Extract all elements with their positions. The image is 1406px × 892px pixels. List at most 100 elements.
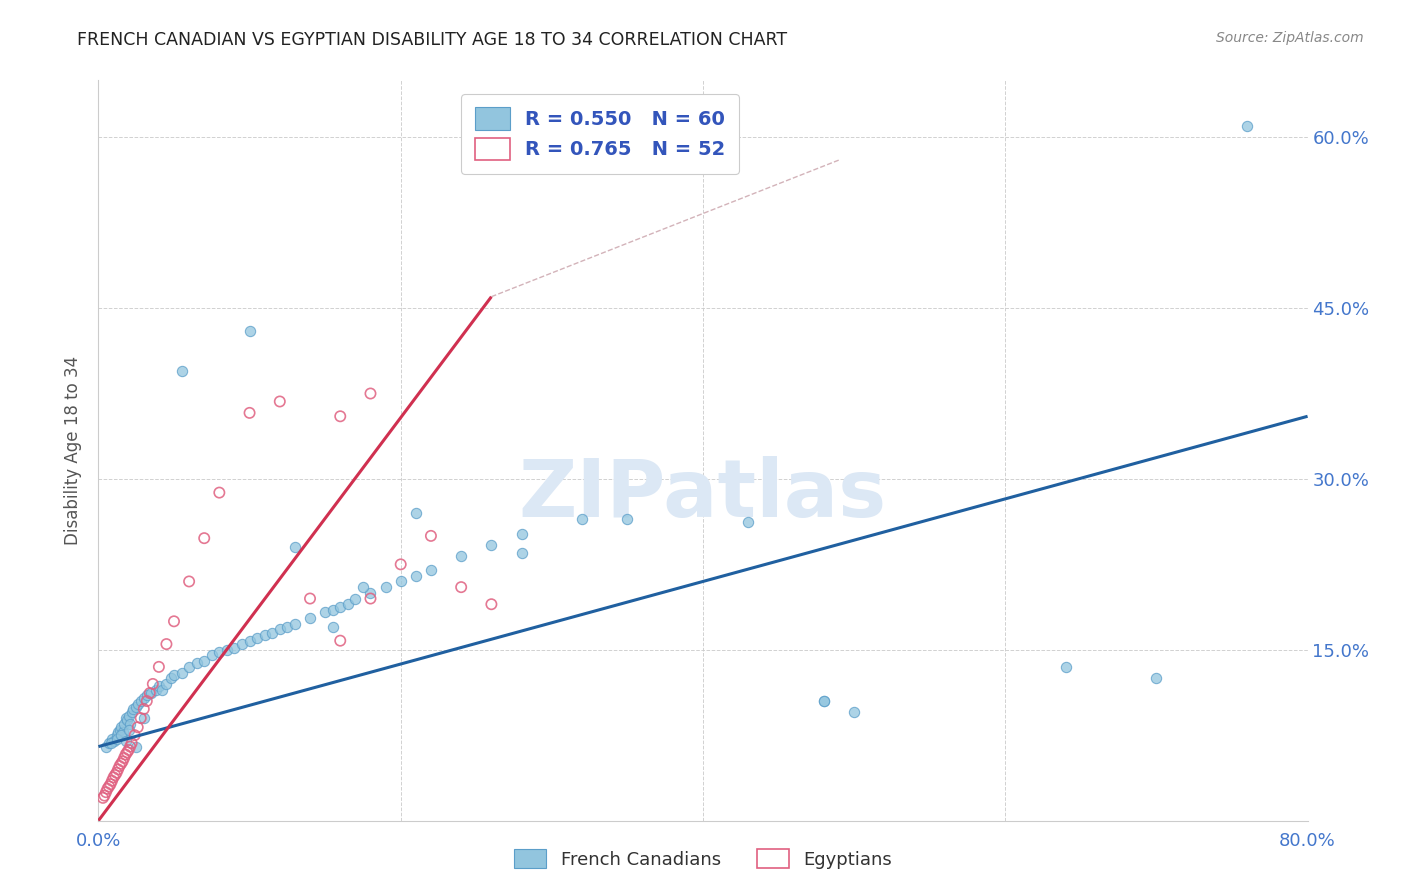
- Point: [100, 736, 122, 750]
- Point: [1144, 671, 1167, 685]
- Point: [118, 723, 141, 737]
- Point: [450, 580, 472, 594]
- Point: [148, 660, 170, 674]
- Point: [135, 694, 157, 708]
- Point: [114, 711, 136, 725]
- Point: [329, 409, 352, 424]
- Point: [132, 702, 155, 716]
- Point: [100, 777, 122, 791]
- Point: [420, 563, 443, 577]
- Point: [118, 743, 141, 757]
- Point: [284, 541, 307, 555]
- Point: [125, 699, 148, 714]
- Point: [105, 765, 128, 780]
- Point: [107, 724, 129, 739]
- Legend: R = 0.550   N = 60, R = 0.765   N = 52: R = 0.550 N = 60, R = 0.765 N = 52: [461, 94, 740, 174]
- Point: [110, 728, 132, 742]
- Point: [115, 745, 138, 759]
- Point: [98, 780, 121, 794]
- Point: [103, 770, 125, 784]
- Point: [420, 529, 443, 543]
- Point: [844, 706, 866, 720]
- Point: [344, 591, 367, 606]
- Point: [179, 660, 201, 674]
- Point: [93, 789, 115, 803]
- Point: [179, 574, 201, 589]
- Point: [336, 597, 359, 611]
- Point: [145, 682, 167, 697]
- Point: [110, 756, 132, 771]
- Point: [135, 689, 157, 703]
- Point: [107, 763, 129, 777]
- Point: [389, 574, 412, 589]
- Point: [110, 720, 132, 734]
- Point: [132, 711, 155, 725]
- Point: [239, 324, 262, 338]
- Point: [129, 694, 152, 708]
- Point: [112, 716, 135, 731]
- Point: [239, 633, 262, 648]
- Point: [510, 546, 533, 560]
- Point: [170, 364, 193, 378]
- Point: [141, 686, 163, 700]
- Point: [360, 586, 382, 600]
- Point: [170, 665, 193, 680]
- Point: [115, 714, 138, 728]
- Point: [98, 736, 121, 750]
- Point: [269, 394, 291, 409]
- Point: [224, 640, 246, 655]
- Point: [121, 736, 143, 750]
- Point: [120, 739, 142, 754]
- Point: [322, 620, 344, 634]
- Point: [215, 642, 238, 657]
- Point: [322, 603, 344, 617]
- Point: [284, 616, 307, 631]
- Point: [239, 406, 262, 420]
- Point: [405, 506, 427, 520]
- Point: [1054, 660, 1077, 674]
- Point: [269, 622, 291, 636]
- Point: [155, 677, 177, 691]
- Point: [112, 751, 135, 765]
- Point: [405, 568, 427, 582]
- Point: [737, 515, 759, 529]
- Point: [94, 739, 117, 754]
- Point: [139, 686, 162, 700]
- Point: [103, 734, 125, 748]
- Point: [108, 759, 131, 773]
- Text: Source: ZipAtlas.com: Source: ZipAtlas.com: [1216, 31, 1364, 45]
- Point: [105, 728, 128, 742]
- Text: ZIPatlas: ZIPatlas: [519, 456, 887, 534]
- Point: [208, 485, 231, 500]
- Point: [91, 790, 114, 805]
- Point: [299, 591, 322, 606]
- Point: [276, 620, 298, 634]
- Point: [201, 648, 224, 663]
- Point: [108, 723, 131, 737]
- Point: [96, 781, 118, 796]
- Point: [127, 720, 149, 734]
- Point: [246, 632, 269, 646]
- Point: [231, 637, 253, 651]
- Point: [481, 538, 503, 552]
- Point: [374, 580, 396, 594]
- Point: [193, 654, 215, 668]
- Point: [193, 531, 215, 545]
- Point: [314, 605, 336, 619]
- Point: [208, 645, 231, 659]
- Point: [163, 668, 186, 682]
- Point: [163, 615, 186, 629]
- Point: [616, 512, 638, 526]
- Point: [253, 628, 276, 642]
- Point: [105, 731, 128, 746]
- Point: [121, 706, 143, 720]
- Text: FRENCH CANADIAN VS EGYPTIAN DISABILITY AGE 18 TO 34 CORRELATION CHART: FRENCH CANADIAN VS EGYPTIAN DISABILITY A…: [77, 31, 787, 49]
- Legend: French Canadians, Egyptians: French Canadians, Egyptians: [506, 842, 900, 876]
- Point: [111, 755, 134, 769]
- Y-axis label: Disability Age 18 to 34: Disability Age 18 to 34: [65, 356, 83, 545]
- Point: [101, 731, 124, 746]
- Point: [262, 625, 284, 640]
- Point: [481, 597, 503, 611]
- Point: [299, 611, 322, 625]
- Point: [329, 599, 352, 614]
